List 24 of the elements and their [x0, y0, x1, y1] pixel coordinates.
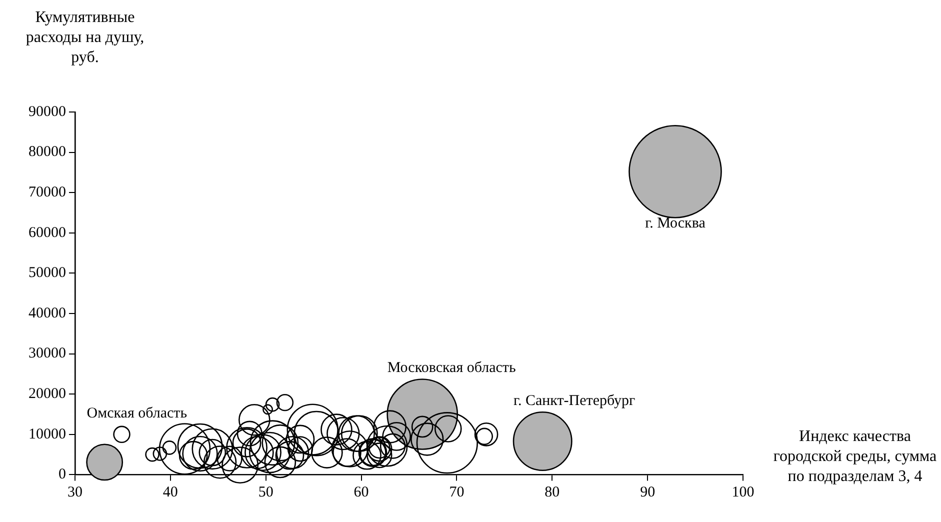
x-tick-label: 70: [449, 484, 464, 501]
y-tick-label: 40000: [28, 305, 66, 322]
x-axis-title: Индекс качества городской среды, сумма по подразделам 3, 4: [772, 427, 938, 487]
y-tick-label: 0: [58, 466, 66, 483]
y-axis-title: Кумулятивные расходы на душу, руб.: [24, 8, 146, 68]
y-tick-label: 70000: [28, 184, 66, 201]
annotation: Московская область: [387, 360, 516, 376]
y-tick-label: 10000: [28, 426, 66, 442]
annotation: Омская область: [86, 405, 188, 422]
x-tick-label: 100: [732, 484, 754, 501]
annotation: г. Санкт-Петербург: [514, 393, 636, 410]
x-tick-label: 40: [162, 484, 178, 501]
x-tick-label: 30: [68, 484, 82, 501]
annotation: г. Москва: [645, 216, 706, 232]
x-tick-label: 80: [544, 484, 560, 501]
y-tick-label: 80000: [28, 144, 66, 160]
y-tick-label: 20000: [28, 386, 66, 402]
y-tick-label: 60000: [28, 224, 66, 241]
y-tick-label: 50000: [28, 265, 66, 282]
x-tick-label: 90: [640, 484, 656, 501]
x-tick-label: 50: [258, 484, 274, 501]
y-tick-label: 90000: [28, 104, 66, 120]
y-tick-label: 30000: [28, 346, 66, 362]
x-tick-label: 60: [354, 484, 369, 501]
